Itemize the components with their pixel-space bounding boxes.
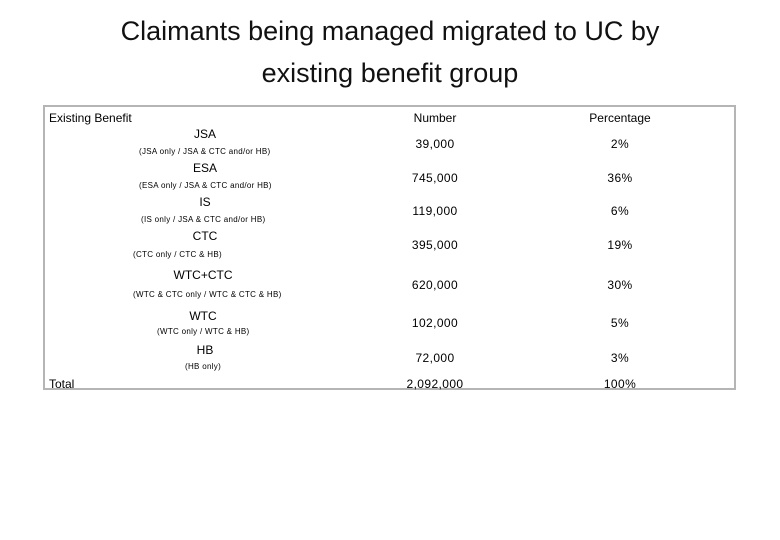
- benefit-percentage: 2%: [610, 137, 630, 151]
- table-row: ESA (ESA only / JSA & CTC and/or HB) 745…: [45, 159, 734, 193]
- benefit-percentage: 36%: [607, 171, 633, 185]
- table-header: Existing Benefit Number Percentage: [45, 110, 734, 126]
- benefit-number: 102,000: [411, 316, 459, 330]
- benefit-percentage: 5%: [610, 316, 630, 330]
- header-number: Number: [413, 111, 457, 125]
- benefit-percentage: 6%: [610, 204, 630, 218]
- benefit-detail: (IS only / JSA & CTC and/or HB): [141, 215, 266, 224]
- table-total-row: Total 2,092,000 100%: [45, 376, 734, 391]
- benefit-detail: (CTC only / CTC & HB): [133, 250, 222, 259]
- title-line-2: existing benefit group: [261, 58, 519, 88]
- header-existing-benefit: Existing Benefit: [49, 111, 132, 125]
- benefit-number: 395,000: [411, 238, 459, 252]
- table-row: JSA (JSA only / JSA & CTC and/or HB) 39,…: [45, 125, 734, 159]
- title-line-1: Claimants being managed migrated to UC b…: [120, 16, 660, 46]
- benefit-detail: (WTC only / WTC & HB): [157, 327, 250, 336]
- table-row: IS (IS only / JSA & CTC and/or HB) 119,0…: [45, 193, 734, 227]
- benefit-percentage: 30%: [607, 278, 633, 292]
- page-title: Claimants being managed migrated to UC b…: [0, 10, 780, 94]
- benefit-detail: (HB only): [185, 362, 222, 371]
- benefit-name: JSA: [193, 127, 216, 141]
- benefit-name: HB: [196, 343, 214, 357]
- benefit-name: ESA: [192, 161, 217, 175]
- total-percentage: 100%: [603, 377, 637, 391]
- total-number: 2,092,000: [406, 377, 464, 391]
- benefit-number: 72,000: [415, 351, 455, 365]
- benefit-detail: (ESA only / JSA & CTC and/or HB): [139, 181, 272, 190]
- table-row: HB (HB only) 72,000 3%: [45, 343, 734, 375]
- benefit-percentage: 19%: [607, 238, 633, 252]
- table-row: WTC (WTC only / WTC & HB) 102,000 5%: [45, 307, 734, 343]
- benefit-number: 119,000: [412, 204, 458, 218]
- benefit-name: WTC+CTC: [173, 268, 233, 282]
- benefit-name: CTC: [192, 229, 218, 243]
- benefit-name: WTC: [189, 309, 217, 323]
- table-row: WTC+CTC (WTC & CTC only / WTC & CTC & HB…: [45, 265, 734, 307]
- benefit-table: Existing Benefit Number Percentage JSA (…: [43, 105, 736, 391]
- table-row: CTC (CTC only / CTC & HB) 395,000 19%: [45, 227, 734, 263]
- benefit-percentage: 3%: [610, 351, 630, 365]
- benefit-detail: (WTC & CTC only / WTC & CTC & HB): [133, 290, 282, 299]
- benefit-name: IS: [199, 195, 211, 209]
- header-percentage: Percentage: [589, 111, 651, 125]
- benefit-detail: (JSA only / JSA & CTC and/or HB): [139, 147, 271, 156]
- total-label: Total: [49, 377, 75, 391]
- benefit-number: 39,000: [415, 137, 455, 151]
- benefit-number: 745,000: [411, 171, 459, 185]
- benefit-number: 620,000: [411, 278, 459, 292]
